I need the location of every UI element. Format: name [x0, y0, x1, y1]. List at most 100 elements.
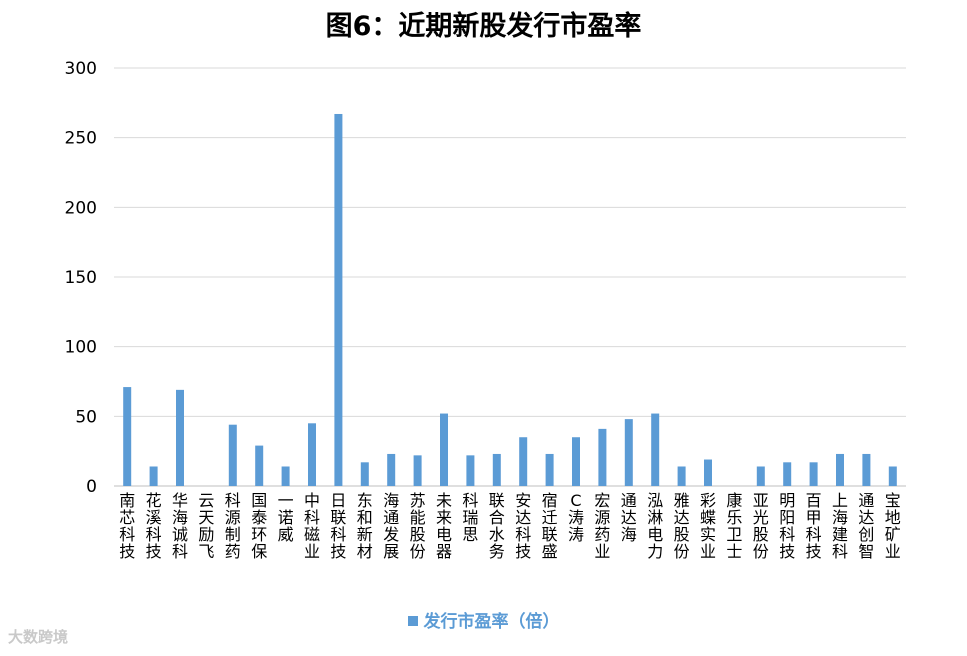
- x-tick-label: 力: [647, 542, 663, 561]
- x-tick-label: 股: [674, 525, 690, 544]
- x-tick-label: 器: [436, 542, 452, 561]
- x-tick-label: 联: [542, 525, 558, 544]
- x-tick-label: 康: [726, 491, 742, 510]
- chart-title: 图6：近期新股发行市盈率: [325, 11, 642, 42]
- x-tick-label: 矿: [885, 525, 901, 544]
- bar: [624, 419, 633, 486]
- x-tick-label: 宿: [542, 491, 558, 510]
- x-tick-label: 涛: [568, 525, 584, 544]
- x-tick-label: 联: [330, 508, 346, 527]
- x-tick-label: 联: [489, 491, 505, 510]
- x-tick-label: 技: [146, 542, 162, 561]
- bar: [545, 453, 554, 486]
- x-tick-label: 务: [489, 542, 505, 561]
- x-tick-label: 海: [383, 491, 399, 510]
- bar: [176, 389, 184, 486]
- legend: 发行市盈率（倍）: [0, 607, 967, 632]
- bar: [281, 466, 290, 486]
- x-tick-label: 蝶: [700, 508, 716, 527]
- bar: [836, 453, 844, 486]
- x-tick-label: 创: [858, 525, 874, 544]
- x-tick-label: 海: [621, 525, 637, 544]
- x-tick-label: 百: [806, 491, 822, 510]
- bar: [228, 424, 237, 486]
- x-tick-label: 雅: [674, 491, 690, 510]
- x-tick-label: 智: [858, 542, 874, 561]
- x-tick-label: 科: [225, 491, 241, 510]
- bar: [519, 437, 528, 486]
- y-tick-label: 50: [75, 407, 97, 427]
- x-tick-label: 份: [753, 542, 769, 561]
- x-tick-label: 药: [225, 542, 241, 561]
- x-tick-label: 合: [489, 508, 505, 527]
- x-tick-label: 亚: [753, 491, 769, 510]
- bar: [651, 413, 660, 486]
- y-tick-label: 150: [65, 268, 97, 288]
- bar: [413, 455, 422, 486]
- x-tick-label: 思: [462, 525, 478, 544]
- x-tick-label: 华: [172, 491, 188, 510]
- bar: [440, 413, 448, 486]
- x-tick-label: 云: [198, 491, 214, 510]
- x-tick-label: 股: [410, 525, 426, 544]
- x-tick-label: 国: [251, 491, 267, 510]
- x-tick-label: 达: [621, 508, 637, 527]
- x-tick-label: 股: [753, 525, 769, 544]
- x-tick-label: 和: [357, 508, 373, 527]
- x-tick-label: 阳: [779, 508, 795, 527]
- x-tick-label: 新: [357, 525, 373, 544]
- x-tick-label: 达: [858, 508, 874, 527]
- x-tick-label: 环: [251, 525, 267, 544]
- x-tick-label: 科: [172, 542, 188, 561]
- x-tick-label: 芯: [119, 508, 135, 527]
- x-tick-label: 安: [515, 491, 531, 510]
- x-tick-label: 电: [436, 525, 452, 544]
- x-tick-label: 淋: [647, 508, 663, 527]
- x-tick-label: 材: [357, 542, 373, 561]
- x-tick-label: 科: [832, 542, 848, 561]
- x-tick-label: 源: [594, 508, 610, 527]
- x-tick-label: 瑞: [462, 508, 478, 527]
- x-tick-label: 来: [436, 508, 452, 527]
- x-tick-label: 科: [330, 525, 346, 544]
- y-tick-label: 300: [65, 59, 97, 79]
- x-tick-label: 海: [832, 508, 848, 527]
- bar: [466, 455, 475, 486]
- x-tick-label: 泓: [647, 491, 663, 510]
- x-tick-label: 飞: [198, 542, 214, 561]
- x-tick-label: 技: [515, 542, 531, 561]
- x-tick-label: 磁: [304, 525, 320, 544]
- x-tick-label: 海: [172, 508, 188, 527]
- x-tick-label: 药: [594, 525, 610, 544]
- x-tick-label: 源: [225, 508, 241, 527]
- bar: [308, 423, 316, 486]
- x-tick-label: 东: [357, 491, 373, 510]
- x-tick-label: 地: [885, 508, 901, 527]
- x-tick-label: 未: [436, 491, 452, 510]
- x-tick-label: 通: [621, 491, 637, 510]
- x-tick-label: 展: [383, 542, 399, 561]
- bar: [704, 459, 712, 486]
- x-tick-label: 科: [119, 525, 135, 544]
- x-tick-label: 保: [251, 542, 267, 561]
- x-tick-label: 上: [832, 491, 848, 510]
- legend-swatch: [407, 616, 418, 626]
- x-tick-label: 盛: [542, 542, 558, 561]
- x-tick-label: 份: [410, 542, 426, 561]
- x-tick-label: 励: [198, 525, 214, 544]
- bar: [783, 462, 792, 486]
- legend-label: 发行市盈率（倍）: [423, 612, 560, 632]
- x-tick-label: 诺: [278, 508, 294, 527]
- bar: [677, 466, 686, 486]
- bar: [123, 387, 132, 486]
- x-tick-label: 达: [515, 508, 531, 527]
- x-tick-label: 科: [806, 525, 822, 544]
- x-tick-label: 能: [410, 508, 426, 527]
- bar: [598, 428, 607, 486]
- x-tick-label: 通: [858, 491, 874, 510]
- x-tick-label: 业: [304, 542, 320, 561]
- watermark-logo: 大数跨境: [8, 628, 69, 646]
- x-tick-label: 水: [489, 525, 505, 544]
- x-tick-label: 士: [726, 542, 742, 561]
